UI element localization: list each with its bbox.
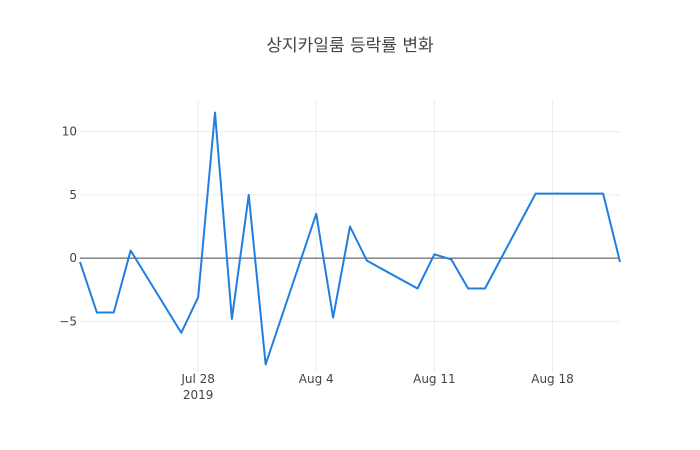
x-tick-label: Aug 11 xyxy=(413,372,456,386)
x-tick-year-label: 2019 xyxy=(183,388,214,402)
x-tick-label: Jul 28 xyxy=(180,372,215,386)
x-tick-label: Aug 18 xyxy=(531,372,574,386)
y-tick-label: 10 xyxy=(62,125,77,139)
chart-title: 상지카일룸 등락률 변화 xyxy=(266,36,434,56)
y-tick-label: 5 xyxy=(69,188,77,202)
series-line xyxy=(79,111,621,366)
y-tick-label: −5 xyxy=(59,314,77,328)
x-tick-label: Aug 4 xyxy=(299,372,334,386)
y-tick-label: 0 xyxy=(69,251,77,265)
